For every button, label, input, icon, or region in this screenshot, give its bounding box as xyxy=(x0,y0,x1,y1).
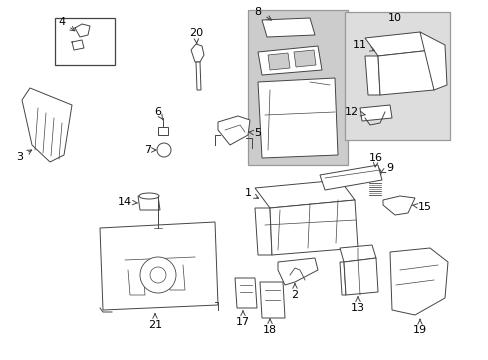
Text: 10: 10 xyxy=(387,13,401,23)
Text: 21: 21 xyxy=(148,314,162,330)
Ellipse shape xyxy=(139,193,159,199)
Text: 9: 9 xyxy=(380,163,393,173)
Polygon shape xyxy=(267,53,289,70)
Polygon shape xyxy=(377,50,433,95)
Polygon shape xyxy=(293,50,315,67)
Text: 14: 14 xyxy=(118,197,137,207)
Polygon shape xyxy=(191,44,203,62)
Circle shape xyxy=(157,143,171,157)
Text: 5: 5 xyxy=(248,128,261,138)
Polygon shape xyxy=(196,62,201,90)
Text: 1: 1 xyxy=(244,188,258,198)
Bar xyxy=(247,10,347,165)
Text: 20: 20 xyxy=(188,28,203,44)
Text: 13: 13 xyxy=(350,297,364,313)
Text: 7: 7 xyxy=(144,145,156,155)
Text: 6: 6 xyxy=(154,107,163,120)
Circle shape xyxy=(150,267,165,283)
Polygon shape xyxy=(260,282,285,318)
Polygon shape xyxy=(138,196,160,210)
Text: 18: 18 xyxy=(263,319,277,335)
Polygon shape xyxy=(339,262,346,295)
Polygon shape xyxy=(278,258,317,285)
Polygon shape xyxy=(419,32,446,90)
Text: 12: 12 xyxy=(344,107,365,117)
Bar xyxy=(158,127,168,135)
Polygon shape xyxy=(364,32,431,56)
Circle shape xyxy=(140,257,176,293)
Polygon shape xyxy=(254,180,354,208)
Polygon shape xyxy=(258,78,337,158)
Bar xyxy=(55,18,115,65)
Text: 3: 3 xyxy=(17,150,32,162)
Polygon shape xyxy=(100,222,218,310)
Polygon shape xyxy=(262,18,314,37)
Text: 8: 8 xyxy=(254,7,271,20)
Polygon shape xyxy=(269,200,357,255)
Polygon shape xyxy=(359,105,391,121)
Polygon shape xyxy=(343,258,377,295)
Polygon shape xyxy=(364,56,379,95)
Text: 15: 15 xyxy=(411,202,431,212)
Text: 11: 11 xyxy=(352,40,374,51)
Polygon shape xyxy=(235,278,257,308)
Polygon shape xyxy=(258,46,321,75)
Polygon shape xyxy=(218,116,249,145)
Text: 16: 16 xyxy=(368,153,382,167)
Polygon shape xyxy=(389,248,447,315)
Polygon shape xyxy=(382,196,414,215)
Polygon shape xyxy=(254,208,271,255)
Polygon shape xyxy=(22,88,72,162)
Polygon shape xyxy=(319,165,381,190)
Text: 19: 19 xyxy=(412,319,426,335)
Circle shape xyxy=(368,167,380,179)
Polygon shape xyxy=(339,245,375,262)
Text: 2: 2 xyxy=(291,284,298,300)
Text: 4: 4 xyxy=(59,17,75,31)
Text: 17: 17 xyxy=(235,311,249,327)
Bar xyxy=(345,12,449,140)
